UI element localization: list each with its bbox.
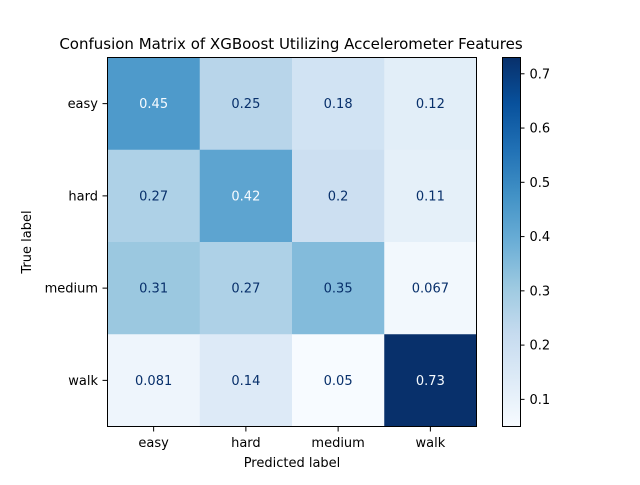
cell-value-label: 0.27	[139, 189, 168, 204]
colorbar-tick-label: 0.4	[530, 230, 551, 245]
heatmap-cell	[384, 334, 477, 427]
plot-frame	[107, 57, 477, 427]
cell-value-label: 0.18	[324, 97, 353, 112]
cell-value-label: 0.42	[231, 189, 260, 204]
colorbar-tick-label: 0.1	[530, 393, 551, 408]
x-axis-ticks: easy hard medium walk	[138, 426, 446, 451]
heatmap-cell	[107, 57, 201, 151]
colorbar-tick-label: 0.2	[530, 339, 551, 354]
cell-value-label: 0.45	[139, 97, 168, 112]
heatmap-cell	[384, 57, 477, 151]
heatmap-cell	[107, 149, 201, 243]
heatmap-cell	[199, 334, 293, 427]
y-tick-label: medium	[45, 282, 98, 297]
cell-value-label: 0.12	[416, 97, 445, 112]
heatmap-cell	[292, 149, 385, 243]
heatmap-cells	[107, 57, 477, 427]
heatmap-cell	[292, 334, 385, 427]
x-tick-label: easy	[138, 436, 169, 451]
heatmap-cell	[199, 149, 293, 243]
cell-value-label: 0.35	[324, 282, 353, 297]
cell-value-label: 0.25	[231, 97, 260, 112]
cell-value-label: 0.081	[135, 374, 172, 389]
x-tick-label: hard	[231, 436, 261, 451]
colorbar: 0.1 0.2 0.3 0.4 0.5 0.6 0.7	[502, 57, 551, 427]
cell-value-label: 0.73	[416, 374, 445, 389]
y-axis-label: True label	[20, 210, 35, 274]
heatmap-cell	[292, 242, 385, 335]
cell-value-label: 0.31	[139, 282, 168, 297]
y-tick-label: hard	[68, 189, 98, 204]
heatmap-cell	[107, 242, 201, 335]
x-tick-label: walk	[416, 436, 446, 451]
cell-value-label: 0.05	[324, 374, 353, 389]
x-axis-label: Predicted label	[244, 456, 341, 471]
heatmap-cell	[107, 334, 201, 427]
cell-value-label: 0.2	[328, 189, 349, 204]
colorbar-tick-label: 0.6	[530, 122, 551, 137]
cell-value-labels: 0.45 0.25 0.18 0.12 0.27 0.42 0.2 0.11 0.31 0.27 0…	[135, 97, 449, 389]
y-axis-ticks: easy hard medium walk	[45, 97, 108, 389]
heatmap-cell	[292, 57, 385, 151]
cell-value-label: 0.067	[412, 282, 449, 297]
chart-title: Confusion Matrix of XGBoost Utilizing Ac…	[59, 35, 523, 53]
heatmap-cell	[384, 242, 477, 335]
cell-value-label: 0.11	[416, 189, 445, 204]
colorbar-tick-label: 0.3	[530, 284, 551, 299]
x-tick-label: medium	[311, 436, 364, 451]
colorbar-tick-label: 0.5	[530, 176, 551, 191]
heatmap-cell	[199, 242, 293, 335]
colorbar-tick-label: 0.7	[530, 67, 551, 82]
heatmap-cell	[384, 149, 477, 243]
cell-value-label: 0.27	[231, 282, 260, 297]
cell-value-label: 0.14	[231, 374, 260, 389]
heatmap-cell	[199, 57, 293, 151]
colorbar-gradient	[502, 57, 521, 427]
y-tick-label: walk	[68, 374, 98, 389]
y-tick-label: easy	[68, 97, 99, 112]
